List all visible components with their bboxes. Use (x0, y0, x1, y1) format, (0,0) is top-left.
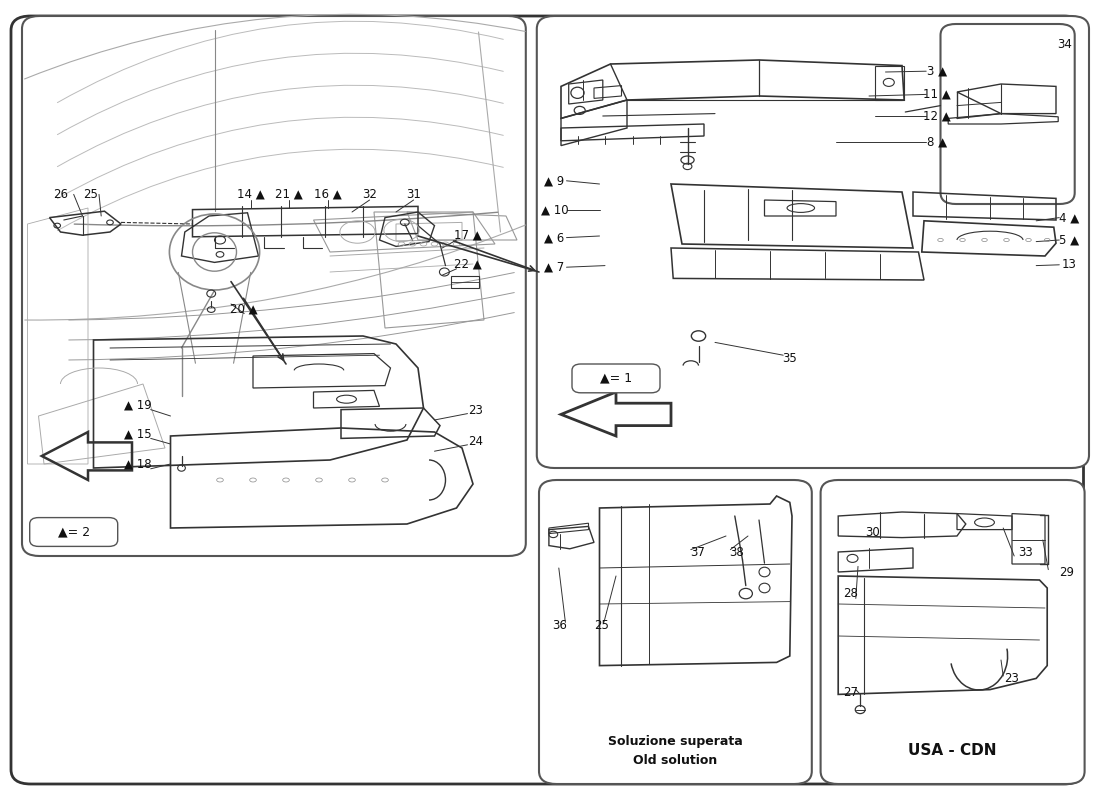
Text: 11 ▲: 11 ▲ (923, 88, 952, 101)
Text: 34: 34 (1057, 38, 1072, 51)
Text: ▲= 2: ▲= 2 (57, 526, 90, 538)
Text: 21 ▲: 21 ▲ (275, 188, 304, 201)
Text: oemsparts: oemsparts (873, 596, 1041, 652)
Text: 38: 38 (729, 546, 745, 558)
Text: oemsparts: oemsparts (557, 238, 807, 322)
Text: ▲ 6: ▲ 6 (544, 231, 564, 244)
Text: 22 ▲: 22 ▲ (453, 258, 482, 270)
Text: ▲ 18: ▲ 18 (123, 458, 152, 470)
Text: 31: 31 (406, 188, 421, 201)
FancyBboxPatch shape (821, 480, 1085, 784)
Text: 28: 28 (843, 587, 858, 600)
Text: 13: 13 (1062, 258, 1077, 271)
Text: 17 ▲: 17 ▲ (453, 229, 482, 242)
Text: 23: 23 (1004, 672, 1020, 685)
Text: 8 ▲: 8 ▲ (927, 136, 947, 149)
Text: ▲ 15: ▲ 15 (123, 427, 152, 440)
Text: ▲ 19: ▲ 19 (123, 398, 152, 411)
Text: 5 ▲: 5 ▲ (1059, 234, 1079, 246)
Text: Soluzione superata: Soluzione superata (608, 735, 742, 748)
FancyBboxPatch shape (30, 518, 118, 546)
FancyBboxPatch shape (22, 16, 526, 556)
Text: 4 ▲: 4 ▲ (1059, 211, 1079, 224)
Text: 32: 32 (362, 188, 377, 201)
Text: ▲= 1: ▲= 1 (600, 372, 632, 385)
Text: 30: 30 (865, 526, 880, 538)
Text: 26: 26 (53, 188, 68, 201)
Text: 14 ▲: 14 ▲ (236, 188, 265, 201)
Text: 23: 23 (468, 404, 483, 417)
Text: USA - CDN: USA - CDN (909, 743, 997, 758)
Text: 37: 37 (690, 546, 705, 558)
Text: 29: 29 (1059, 566, 1075, 579)
Text: 3 ▲: 3 ▲ (927, 65, 947, 78)
Text: 27: 27 (843, 686, 858, 698)
Text: oemsparts: oemsparts (581, 587, 783, 661)
Text: Old solution: Old solution (634, 754, 717, 766)
Text: 33: 33 (1018, 546, 1033, 558)
Text: 35: 35 (782, 352, 797, 365)
Text: 24: 24 (468, 435, 483, 448)
Text: 20 ▲: 20 ▲ (230, 302, 258, 315)
Text: 25: 25 (594, 619, 609, 632)
FancyBboxPatch shape (11, 16, 1084, 784)
Text: 16 ▲: 16 ▲ (314, 188, 342, 201)
Text: 25: 25 (82, 188, 98, 201)
FancyBboxPatch shape (940, 24, 1075, 204)
Text: ▲ 7: ▲ 7 (544, 261, 564, 274)
Text: 36: 36 (552, 619, 568, 632)
Text: ▲ 10: ▲ 10 (540, 203, 569, 216)
Text: oemsparts: oemsparts (95, 244, 345, 348)
FancyBboxPatch shape (537, 16, 1089, 468)
FancyBboxPatch shape (572, 364, 660, 393)
Text: 12 ▲: 12 ▲ (923, 110, 952, 122)
FancyBboxPatch shape (539, 480, 812, 784)
Text: ▲ 9: ▲ 9 (544, 174, 564, 187)
